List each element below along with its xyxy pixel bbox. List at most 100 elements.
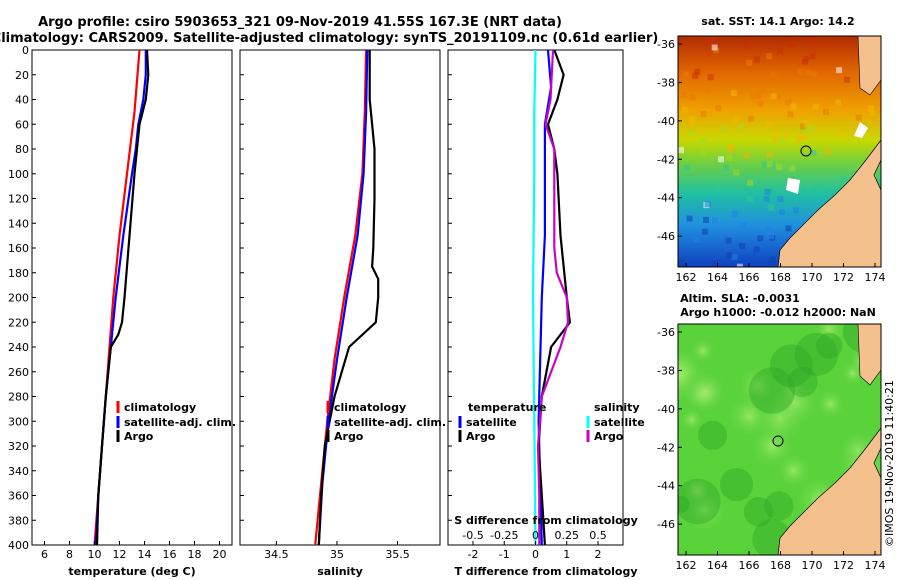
x-tick-label: 8	[66, 548, 73, 561]
sst-pixel	[682, 71, 689, 78]
sst-pixel	[790, 103, 797, 110]
sst-pixel	[707, 74, 714, 81]
sst-pixel	[766, 161, 773, 168]
legend-satellite-label: satellite-adj. clim.	[334, 416, 446, 429]
x-tick-label: 0	[532, 548, 539, 561]
depth-tick-label: 380	[8, 514, 29, 527]
sst-pixel	[744, 42, 751, 49]
sst-pixel	[771, 93, 777, 100]
sst-pixel	[789, 165, 796, 172]
top-x-tick-label: 0	[532, 529, 539, 542]
x-tick-label: -2	[468, 548, 479, 561]
series-s-argo	[536, 50, 570, 545]
sla-blob	[814, 387, 848, 421]
depth-tick-label: 60	[15, 118, 29, 131]
sla-blob	[748, 367, 796, 414]
x-tick-label: 6	[41, 548, 48, 561]
sst-pixel	[835, 99, 842, 106]
sla-blob	[681, 367, 731, 416]
sst-pixel	[795, 136, 802, 143]
sst-pixel	[840, 176, 847, 183]
sst-pixel	[732, 210, 739, 217]
sst-map-frame	[677, 35, 882, 268]
sst-pixel	[771, 136, 778, 143]
depth-tick-label: 120	[8, 193, 29, 206]
sst-pixel	[838, 130, 845, 136]
sst-pixel	[738, 124, 745, 131]
argo-location-marker	[772, 435, 784, 447]
sla-map-title-1: Altim. SLA: -0.0031	[680, 292, 800, 305]
sst-pixel	[748, 115, 755, 122]
sst-pixel	[804, 69, 811, 76]
sst-pixel	[776, 47, 783, 54]
series-argo	[95, 50, 150, 545]
depth-tick-label: 80	[15, 143, 29, 156]
legend-salinity-title: salinity	[594, 401, 640, 414]
top-x-tick-label: 0.25	[555, 529, 580, 542]
x-tick-label: 10	[88, 548, 102, 561]
sla-blob	[769, 344, 813, 388]
x-axes: 6 8 10 12 14 16 18 20 34.5 35 35.5 -2 -1 0 1 2-0.5 -0.25…	[41, 529, 607, 561]
map-y-tick-label: -46	[657, 518, 675, 531]
sla-blob	[794, 332, 838, 377]
sst-pixel	[821, 181, 828, 188]
sst-pixel	[693, 236, 700, 243]
sst-pixel	[712, 260, 719, 267]
sst-pixel	[818, 39, 825, 46]
sst-pixel	[777, 196, 784, 203]
depth-tick-label: 300	[8, 415, 29, 428]
map-x-tick-label: 170	[802, 559, 823, 572]
sst-pixel	[721, 125, 727, 132]
sst-pixel	[785, 225, 792, 232]
sla-blob	[811, 324, 847, 348]
x-tick-label: 20	[213, 548, 227, 561]
sst-pixel	[711, 44, 718, 51]
argo-location-marker	[800, 145, 812, 157]
sst-pixel	[701, 228, 708, 235]
sst-pixel	[689, 94, 696, 101]
sla-blob	[764, 491, 794, 521]
sst-map-title: sat. SST: 14.1 Argo: 14.2	[701, 15, 854, 28]
sst-pixel	[692, 72, 699, 79]
sst-pixel	[766, 151, 773, 158]
salinity-panel-frame	[239, 49, 441, 546]
sst-pixel	[753, 246, 760, 253]
sla-map-image	[678, 324, 881, 555]
legend-satellite-label: satellite-adj. clim.	[124, 416, 236, 429]
depth-tick-label: 200	[8, 292, 29, 305]
x-tick-label: 16	[163, 548, 177, 561]
sst-pixel	[768, 233, 774, 239]
map-y-tick-label: -42	[657, 153, 675, 166]
sst-pixel	[731, 254, 738, 261]
sst-pixel	[810, 149, 817, 156]
sla-blob	[697, 420, 728, 450]
sst-pixel	[700, 110, 707, 117]
series-s-satellite	[531, 50, 537, 545]
top-x-tick-label: -0.5	[462, 529, 483, 542]
map-x-tick-label: 170	[802, 271, 823, 284]
sla-blob	[719, 468, 754, 502]
south-island-land	[777, 413, 881, 555]
legend-t-satellite-label: satellite	[466, 416, 517, 429]
depth-tick-label: 40	[15, 94, 29, 107]
map-x-tick-label: 164	[707, 271, 728, 284]
sst-pixel	[711, 36, 718, 43]
sst-pixel	[704, 201, 711, 208]
sst-pixel	[766, 53, 773, 60]
depth-tick-label: 400	[8, 539, 29, 552]
legend-argo-label: Argo	[334, 430, 364, 443]
north-island-land	[857, 324, 881, 386]
sst-pixel	[776, 163, 783, 170]
sst-pixel	[800, 123, 806, 130]
map-y-tick-label: -38	[657, 76, 675, 89]
sst-pixel	[725, 237, 732, 244]
sst-map-image	[678, 36, 881, 267]
map-y-tick-label: -38	[657, 364, 675, 377]
sst-pixel	[775, 93, 781, 100]
map-x-tick-label: 174	[865, 271, 886, 284]
legend-temperature-title: temperature	[468, 401, 546, 414]
sst-pixel	[768, 204, 775, 211]
sst-pixel	[809, 53, 816, 60]
